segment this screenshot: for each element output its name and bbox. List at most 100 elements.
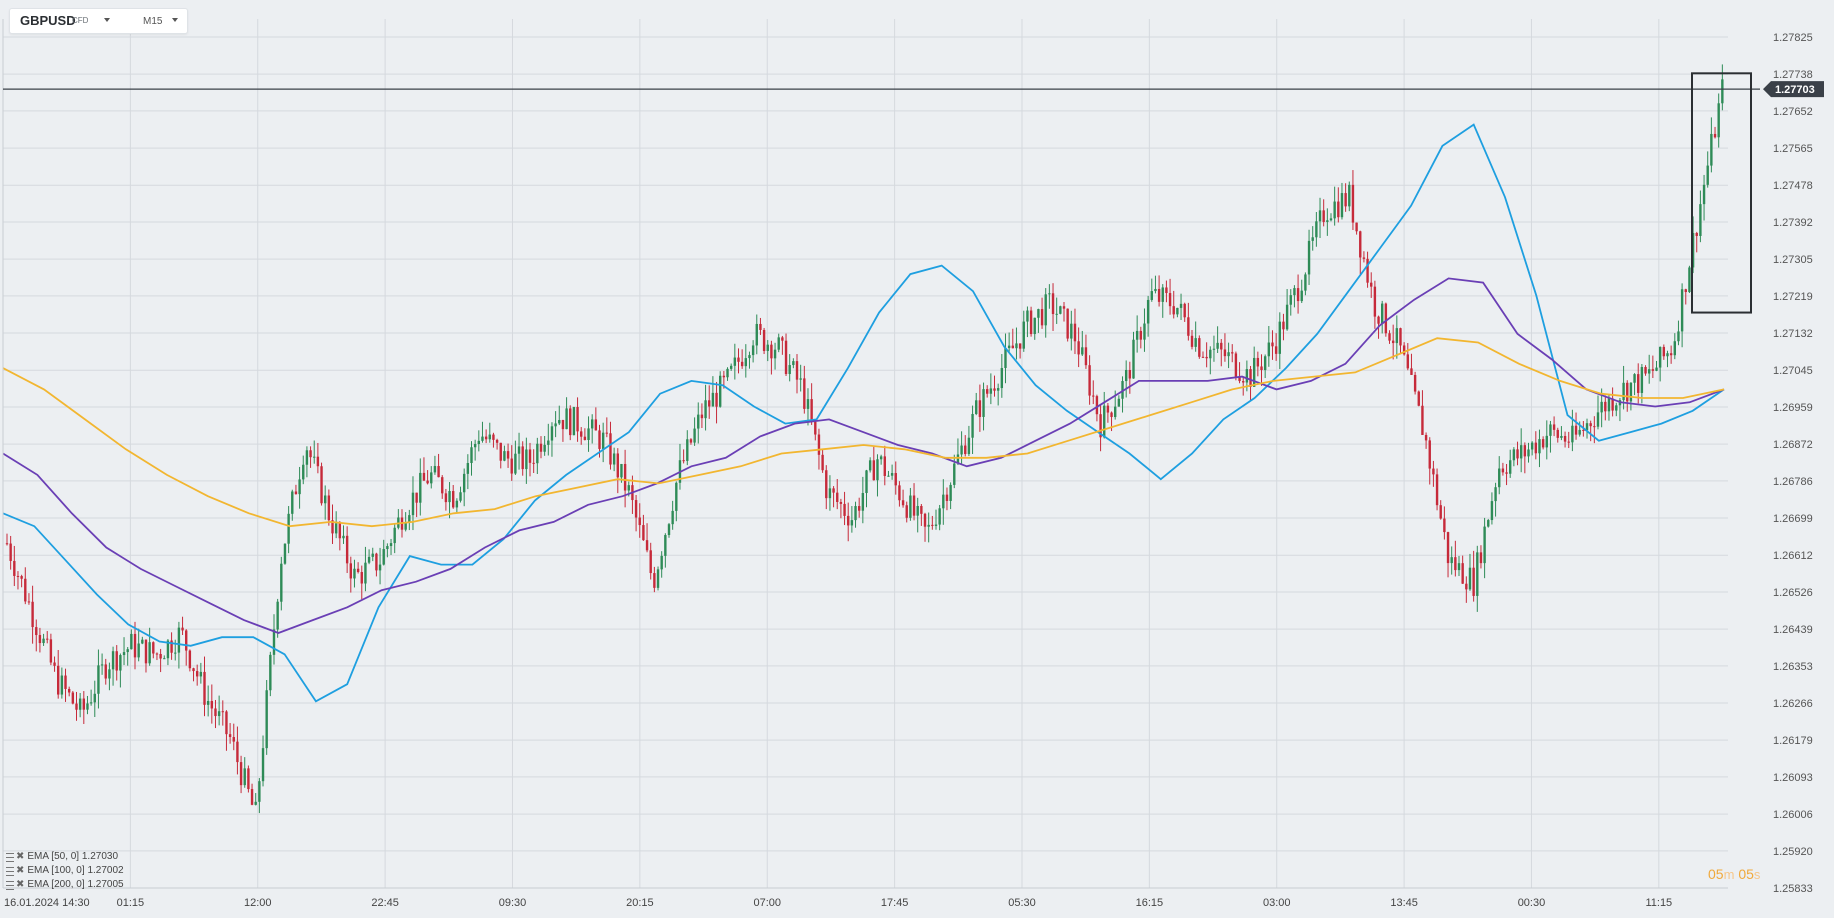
candle-body xyxy=(217,711,221,717)
candle-body xyxy=(24,578,27,602)
candle-body xyxy=(378,564,382,571)
timeframe-dropdown-icon[interactable] xyxy=(172,18,178,22)
timeframe-label[interactable]: M15 xyxy=(143,16,163,27)
candle-body xyxy=(1245,369,1249,383)
candle-body xyxy=(876,459,879,481)
candle-body xyxy=(1004,348,1007,369)
candle-body xyxy=(854,506,857,521)
candle-body xyxy=(1293,288,1296,296)
candle-body xyxy=(773,349,777,359)
candle-body xyxy=(46,638,49,640)
candle-body xyxy=(1256,357,1260,367)
candle-body xyxy=(371,553,374,557)
candle-body xyxy=(49,639,53,663)
candle-body xyxy=(1527,449,1530,457)
candle-body xyxy=(1377,316,1380,324)
candle-body xyxy=(1373,286,1377,317)
remove-icon[interactable]: ✖ xyxy=(16,879,25,890)
candle-body xyxy=(287,513,290,544)
y-tick-label: 1.26439 xyxy=(1773,624,1813,636)
candle-body xyxy=(1673,341,1676,356)
candle-body xyxy=(1509,460,1512,474)
legend-ema100[interactable]: ✖ EMA [100, 0] 1.27002 xyxy=(6,864,124,878)
candle-body xyxy=(762,329,766,351)
candle-body xyxy=(389,543,393,547)
candle-body xyxy=(133,633,137,658)
candle-body xyxy=(459,492,462,501)
candle-body xyxy=(1622,382,1625,401)
candle-body xyxy=(784,340,788,375)
candle-body xyxy=(1322,210,1325,222)
candle-body xyxy=(1691,232,1695,268)
candle-body xyxy=(247,768,250,790)
candle-body xyxy=(67,688,71,693)
y-tick-label: 1.27478 xyxy=(1773,180,1813,192)
settings-icon[interactable] xyxy=(6,866,14,876)
candle-body xyxy=(587,428,590,440)
candle-body xyxy=(1677,331,1680,342)
ema-lines xyxy=(2,123,1725,703)
candle-body xyxy=(693,428,696,443)
candle-body xyxy=(294,491,298,495)
candle-body xyxy=(1216,342,1219,349)
symbol-label[interactable]: GBPUSD xyxy=(20,13,76,28)
candle-body xyxy=(704,400,707,419)
remove-icon[interactable]: ✖ xyxy=(16,865,25,876)
candle-body xyxy=(1585,423,1589,431)
candle-body xyxy=(1355,222,1358,232)
symbol-dropdown-icon[interactable] xyxy=(104,18,110,22)
settings-icon[interactable] xyxy=(6,880,14,890)
legend-ema50[interactable]: ✖ EMA [50, 0] 1.27030 xyxy=(6,850,124,864)
candle-body xyxy=(550,426,554,441)
x-tick-label: 22:45 xyxy=(371,897,399,909)
candle-body xyxy=(1399,328,1402,346)
candle-body xyxy=(1176,307,1179,315)
candle-body xyxy=(477,440,481,445)
candle-body xyxy=(181,627,184,631)
candle-body xyxy=(1662,346,1666,357)
legend-ema200-value: 1.27005 xyxy=(87,879,124,890)
candle-body xyxy=(437,466,440,478)
y-tick-label: 1.26699 xyxy=(1773,513,1813,525)
candle-body xyxy=(1271,342,1274,347)
candle-body xyxy=(554,423,557,427)
candle-body xyxy=(375,553,378,571)
candle-body xyxy=(411,492,415,516)
candle-body xyxy=(214,708,217,717)
candle-body xyxy=(1220,342,1223,350)
timer-seconds: 05 xyxy=(1738,866,1754,882)
candle-body xyxy=(360,572,363,584)
candle-body xyxy=(883,456,886,476)
candle-body xyxy=(1077,341,1080,355)
candle-body xyxy=(1161,287,1164,302)
timer-minutes-unit: m xyxy=(1723,867,1735,882)
candle-body xyxy=(1545,435,1548,448)
remove-icon[interactable]: ✖ xyxy=(16,851,25,862)
chart-grid xyxy=(3,19,1728,889)
candle-body xyxy=(744,358,748,367)
symbol-toolbar[interactable]: GBPUSD CFD M15 xyxy=(9,8,188,34)
candle-body xyxy=(1574,425,1578,435)
y-tick-label: 1.26006 xyxy=(1773,809,1813,821)
candle-body xyxy=(1121,381,1124,399)
candle-body xyxy=(1011,345,1014,349)
candle-body xyxy=(806,399,810,409)
current-price-label: 1.27703 xyxy=(1775,84,1815,96)
overlay: 1.27703 xyxy=(3,72,1824,314)
legend-ema200[interactable]: ✖ EMA [200, 0] 1.27005 xyxy=(6,878,124,892)
candle-body xyxy=(616,453,619,478)
candle-body xyxy=(1124,370,1128,382)
candle-body xyxy=(1154,288,1157,292)
candle-body xyxy=(642,525,645,541)
candle-body xyxy=(163,658,166,660)
candle-body xyxy=(1252,357,1256,387)
candle-body xyxy=(1033,317,1036,335)
candle-body xyxy=(781,337,784,341)
candle-body xyxy=(1037,309,1040,318)
settings-icon[interactable] xyxy=(6,852,14,862)
candle-body xyxy=(1018,343,1022,349)
y-tick-label: 1.27652 xyxy=(1773,106,1813,118)
candle-body xyxy=(155,653,159,655)
candle-body xyxy=(1549,424,1552,436)
